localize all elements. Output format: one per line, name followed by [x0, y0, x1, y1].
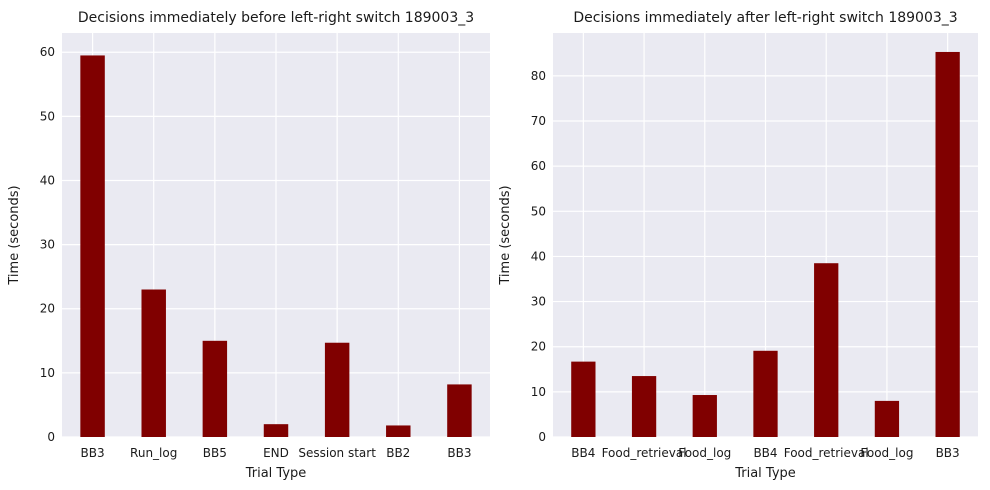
y-tick-label: 50 — [531, 204, 546, 218]
y-axis-label: Time (seconds) — [498, 185, 513, 285]
x-tick-label: Food_retrieval — [602, 446, 687, 460]
y-tick-label: 30 — [531, 295, 546, 309]
bar — [571, 361, 596, 437]
y-tick-label: 70 — [531, 114, 546, 128]
y-axis-label: Time (seconds) — [7, 185, 22, 285]
x-tick-label: BB3 — [81, 446, 105, 460]
bar — [753, 350, 778, 437]
y-tick-label: 10 — [40, 366, 55, 380]
y-tick-label: 20 — [40, 302, 55, 316]
bar — [324, 342, 350, 437]
x-tick-label: Food_log — [860, 446, 913, 460]
y-tick-label: 60 — [40, 45, 55, 59]
x-tick-label: Food_log — [678, 446, 731, 460]
bar — [935, 51, 960, 438]
x-tick-label: BB5 — [203, 446, 227, 460]
x-tick-label: BB3 — [447, 446, 471, 460]
y-tick-label: 40 — [531, 249, 546, 263]
bar — [80, 55, 105, 437]
bar — [141, 289, 166, 437]
x-tick-label: BB4 — [571, 446, 595, 460]
bar — [631, 376, 657, 437]
x-tick-label: Food_retrieval — [784, 446, 869, 460]
bar — [874, 400, 900, 437]
x-tick-label: END — [263, 446, 289, 460]
y-tick-label: 40 — [40, 173, 55, 187]
bar — [263, 424, 289, 437]
x-tick-label: BB4 — [753, 446, 777, 460]
x-axis-label: Trial Type — [734, 466, 796, 481]
x-tick-label: BB2 — [386, 446, 410, 460]
y-tick-label: 50 — [40, 109, 55, 123]
y-tick-label: 20 — [531, 340, 546, 354]
x-tick-label: BB3 — [936, 446, 960, 460]
y-tick-label: 10 — [531, 385, 546, 399]
x-tick-label: Session start — [298, 446, 376, 460]
bar — [386, 425, 411, 437]
y-tick-label: 0 — [47, 430, 55, 444]
chart-title: Decisions immediately before left-right … — [78, 10, 474, 26]
bar — [447, 384, 472, 437]
bar — [202, 340, 228, 437]
y-tick-label: 80 — [531, 69, 546, 83]
chart-panel-1: 0 10 20 30 40 50 60 BB3 Run_log BB5 END Session sta… — [7, 10, 490, 481]
x-axis-label: Trial Type — [245, 466, 307, 481]
y-tick-label: 30 — [40, 238, 55, 252]
y-tick-label: 60 — [531, 159, 546, 173]
x-tick-label: Run_log — [130, 446, 177, 460]
chart-title: Decisions immediately after left-right s… — [573, 10, 957, 26]
bar — [814, 263, 839, 437]
bar — [692, 395, 717, 437]
y-tick-label: 0 — [538, 430, 546, 444]
